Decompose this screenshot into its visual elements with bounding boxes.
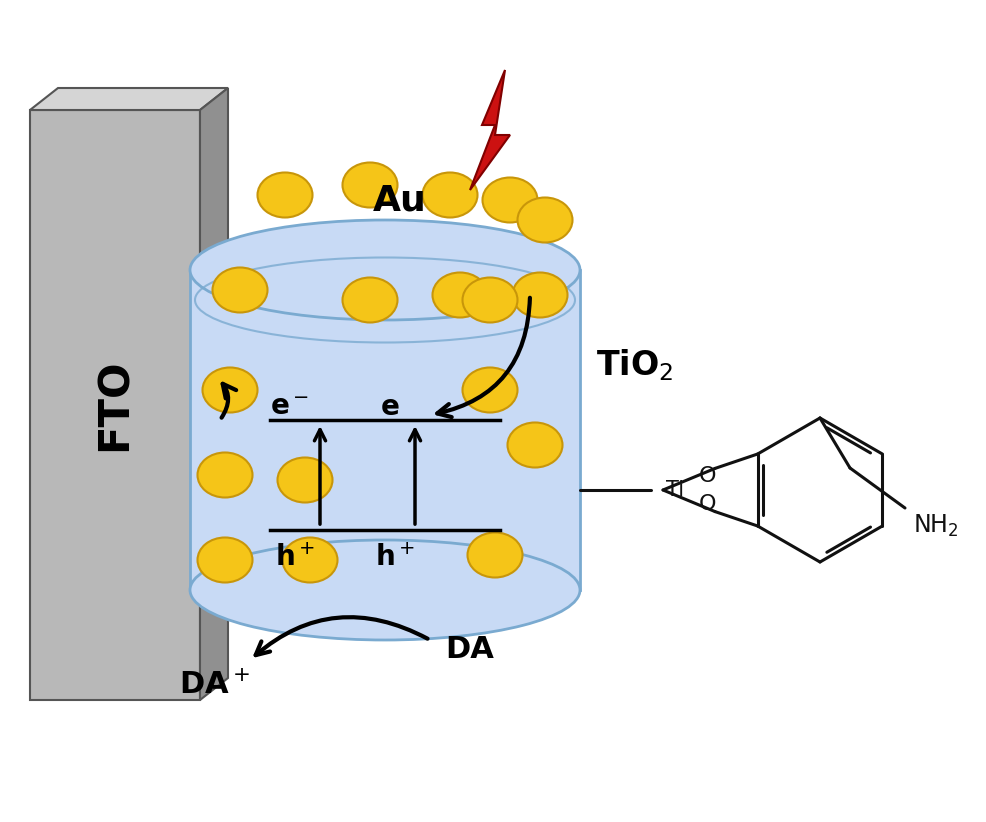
Text: h$^+$: h$^+$ [375,544,415,572]
Ellipse shape [190,220,580,320]
Text: e$^-$: e$^-$ [270,393,310,421]
Ellipse shape [517,197,572,242]
Polygon shape [30,88,228,110]
Ellipse shape [202,367,257,413]
Ellipse shape [212,267,267,312]
Ellipse shape [190,540,580,640]
Ellipse shape [482,178,537,223]
Text: h$^+$: h$^+$ [275,544,315,572]
Ellipse shape [277,458,332,502]
Text: DA$^+$: DA$^+$ [179,671,250,700]
Ellipse shape [342,278,397,322]
Ellipse shape [422,173,477,218]
Ellipse shape [197,538,252,583]
Text: DA: DA [445,635,494,664]
Text: FTO: FTO [94,358,136,451]
Ellipse shape [257,173,313,218]
FancyArrowPatch shape [437,298,529,417]
Text: O: O [698,493,715,514]
Ellipse shape [342,163,397,207]
Ellipse shape [462,278,517,322]
FancyArrowPatch shape [221,384,236,418]
Text: NH$_2$: NH$_2$ [912,513,957,539]
Ellipse shape [432,273,487,317]
Text: Au: Au [373,183,426,217]
Text: TiO$_2$: TiO$_2$ [596,347,672,383]
Polygon shape [190,270,580,590]
Ellipse shape [197,452,252,497]
FancyArrowPatch shape [255,617,427,655]
Ellipse shape [467,533,522,578]
Ellipse shape [507,423,562,468]
Polygon shape [200,88,228,700]
Ellipse shape [512,273,567,317]
Polygon shape [469,70,510,190]
Text: Ti: Ti [666,480,683,500]
Text: O: O [698,466,715,487]
Ellipse shape [462,367,517,413]
Text: e: e [381,393,399,421]
Polygon shape [30,110,200,700]
Ellipse shape [282,538,337,583]
